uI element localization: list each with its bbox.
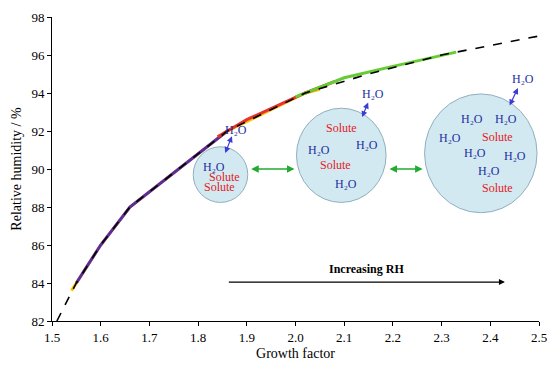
svg-text:H₂O: H₂O xyxy=(335,177,357,191)
svg-text:82: 82 xyxy=(31,314,44,329)
svg-text:H₂O: H₂O xyxy=(495,112,517,126)
svg-text:2.2: 2.2 xyxy=(385,330,401,345)
svg-text:2.5: 2.5 xyxy=(531,330,547,345)
svg-text:1.5: 1.5 xyxy=(44,330,60,345)
svg-text:84: 84 xyxy=(31,276,45,291)
svg-text:86: 86 xyxy=(31,238,45,253)
svg-text:H₂O: H₂O xyxy=(439,131,461,145)
svg-text:H₂O: H₂O xyxy=(225,123,247,137)
svg-text:H₂O: H₂O xyxy=(362,87,384,101)
svg-text:Solute: Solute xyxy=(209,170,240,184)
svg-text:H₂O: H₂O xyxy=(308,143,330,157)
svg-text:1.8: 1.8 xyxy=(190,330,206,345)
svg-text:Solute: Solute xyxy=(482,181,513,195)
svg-text:1.9: 1.9 xyxy=(239,330,255,345)
svg-text:96: 96 xyxy=(31,48,45,63)
svg-text:H₂O: H₂O xyxy=(356,138,378,152)
svg-text:H₂O: H₂O xyxy=(504,149,526,163)
svg-text:Solute: Solute xyxy=(204,180,235,194)
svg-text:2.0: 2.0 xyxy=(287,330,303,345)
svg-text:94: 94 xyxy=(31,86,45,101)
svg-text:88: 88 xyxy=(31,200,44,215)
svg-text:90: 90 xyxy=(31,162,44,177)
svg-text:2.4: 2.4 xyxy=(482,330,499,345)
svg-text:1.7: 1.7 xyxy=(141,330,158,345)
svg-text:2.1: 2.1 xyxy=(336,330,352,345)
svg-text:H₂O: H₂O xyxy=(478,164,500,178)
svg-text:92: 92 xyxy=(31,124,44,139)
svg-text:H₂O: H₂O xyxy=(461,112,483,126)
svg-text:H₂O: H₂O xyxy=(464,146,486,160)
svg-text:Increasing RH: Increasing RH xyxy=(329,262,404,276)
svg-text:Relative humidity / %: Relative humidity / % xyxy=(9,107,24,231)
svg-text:Solute: Solute xyxy=(326,121,357,135)
svg-text:2.3: 2.3 xyxy=(433,330,449,345)
svg-text:98: 98 xyxy=(31,10,44,25)
svg-text:H₂O: H₂O xyxy=(203,160,225,174)
svg-text:1.6: 1.6 xyxy=(93,330,110,345)
svg-text:Solute: Solute xyxy=(482,130,513,144)
svg-text:H₂O: H₂O xyxy=(512,72,534,86)
svg-text:Growth factor: Growth factor xyxy=(256,346,335,361)
svg-text:Solute: Solute xyxy=(320,158,351,172)
